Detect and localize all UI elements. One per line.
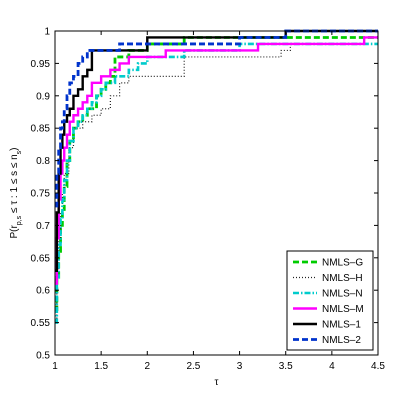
legend-entry-6: NMLS–2 bbox=[322, 335, 361, 346]
x-tick-label: 3.5 bbox=[279, 361, 293, 372]
x-axis: 1 1.5 2 2.5 3 3.5 4 4.5 bbox=[52, 31, 385, 372]
x-tick-label: 2 bbox=[145, 361, 151, 372]
y-axis-label: P(rp,s ≤ τ : 1 ≤ s ≤ ns) bbox=[9, 147, 23, 238]
series-line-3 bbox=[55, 42, 378, 324]
x-tick-label: 1.5 bbox=[94, 361, 108, 372]
y-axis: 0.5 0.55 0.6 0.65 0.7 0.75 0.8 0.85 0.9 0.95 1 bbox=[31, 27, 378, 362]
y-tick-label: 0.55 bbox=[31, 318, 51, 329]
y-tick-label: 0.6 bbox=[36, 286, 50, 297]
x-axis-label: τ bbox=[215, 377, 219, 388]
legend-box bbox=[286, 250, 374, 351]
series-line-6 bbox=[55, 29, 378, 208]
y-tick-label: 0.75 bbox=[31, 189, 51, 200]
legend-entry-1: NMLS–G bbox=[322, 258, 363, 269]
y-tick-label: 0.95 bbox=[31, 59, 51, 70]
x-tick-label: 1 bbox=[52, 361, 58, 372]
legend-entry-5: NMLS–1 bbox=[322, 320, 361, 331]
x-tick-label: 4 bbox=[329, 361, 335, 372]
x-tick-label: 2.5 bbox=[186, 361, 200, 372]
y-tick-label: 0.8 bbox=[36, 156, 50, 167]
y-tick-label: 0.85 bbox=[31, 124, 51, 135]
y-tick-label: 0.7 bbox=[36, 221, 50, 232]
y-tick-label: 0.65 bbox=[31, 253, 51, 264]
y-tick-label: 1 bbox=[44, 27, 50, 38]
y-tick-label: 0.5 bbox=[36, 351, 50, 362]
legend-entry-3: NMLS–N bbox=[322, 289, 363, 300]
x-tick-label: 4.5 bbox=[371, 361, 385, 372]
series-layer bbox=[55, 29, 378, 324]
legend-entry-2: NMLS–H bbox=[322, 273, 363, 284]
legend: NMLS–G NMLS–H NMLS–N NMLS–M NMLS–1 NMLS–2 bbox=[286, 250, 374, 351]
legend-entry-4: NMLS–M bbox=[322, 304, 364, 315]
series-line-5 bbox=[55, 29, 378, 272]
series-line-4 bbox=[55, 36, 378, 285]
x-tick-label: 3 bbox=[237, 361, 243, 372]
y-tick-label: 0.9 bbox=[36, 91, 50, 102]
